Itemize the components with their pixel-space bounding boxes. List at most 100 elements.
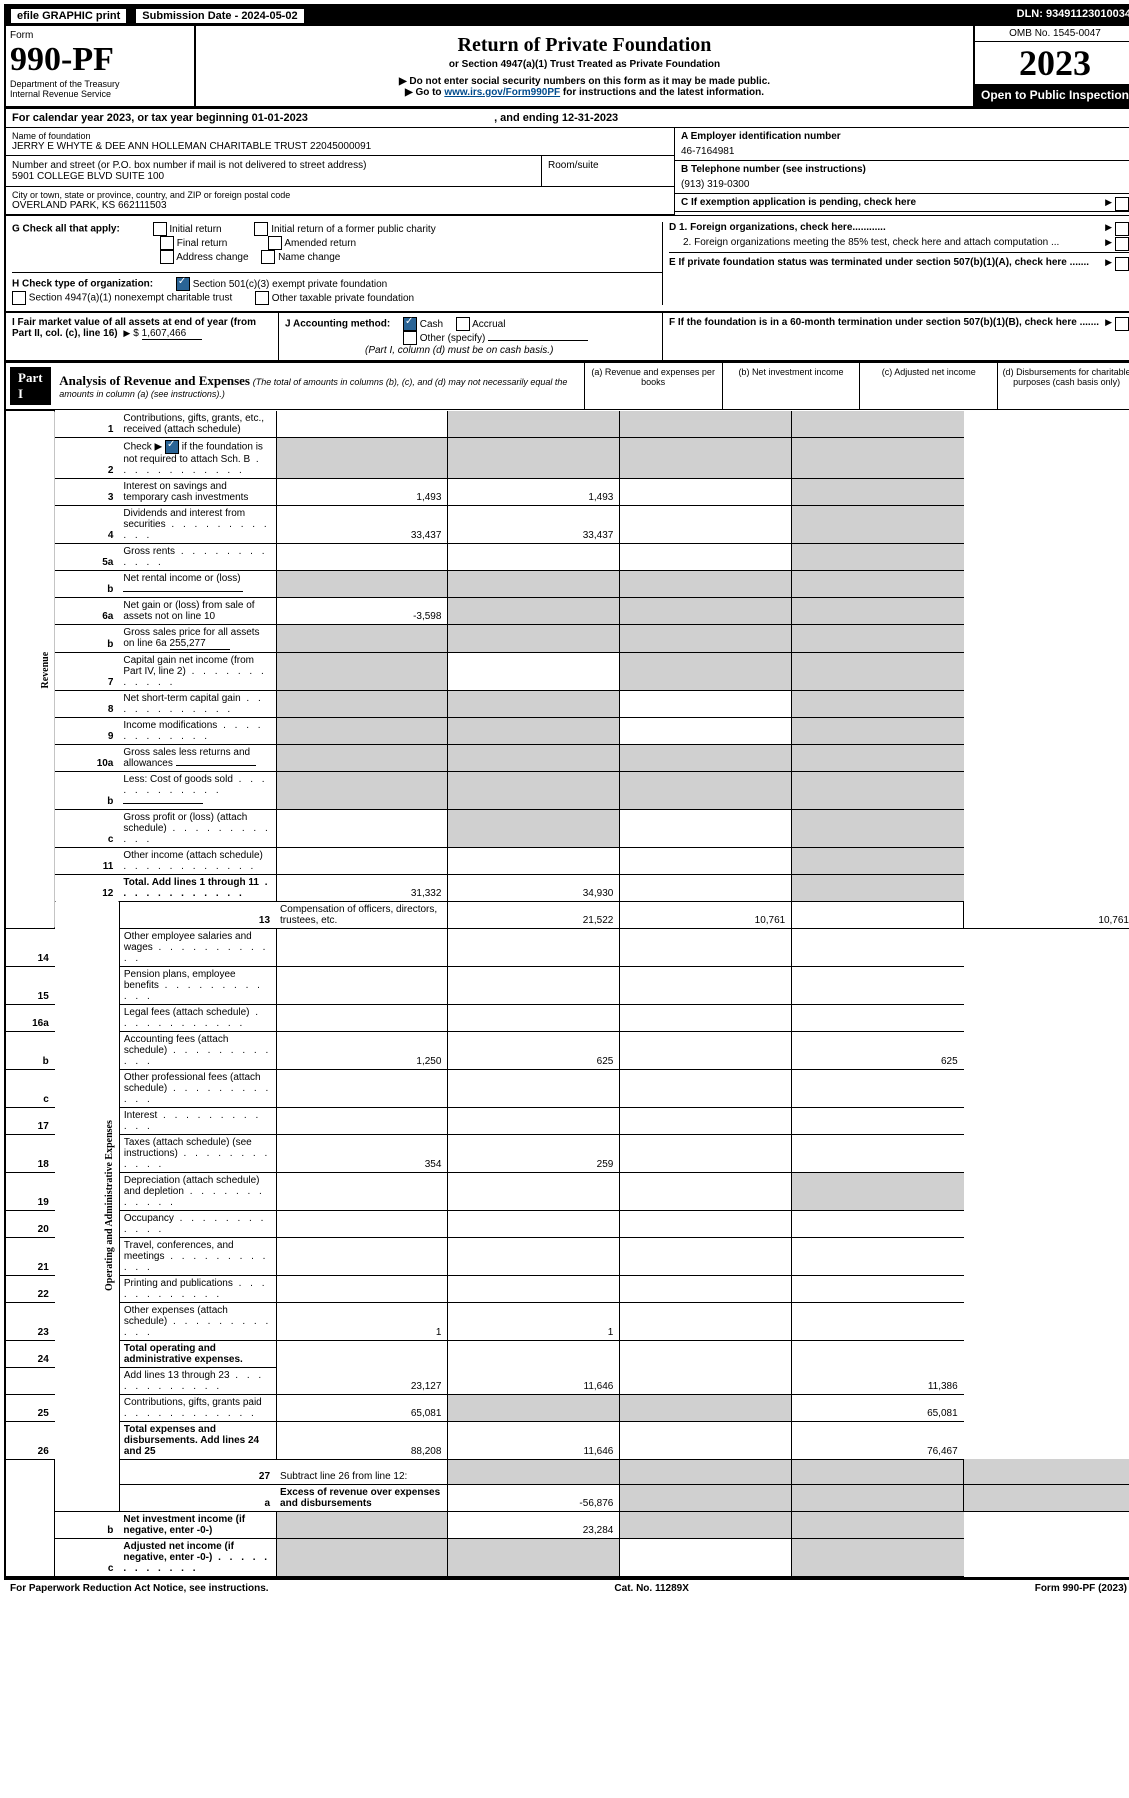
table-row: 21Travel, conferences, and meetings [6,1237,1129,1275]
table-row: 14Other employee salaries and wages [6,928,1129,966]
revenue-side-label: Revenue [6,411,55,929]
h-label: H Check type of organization: [12,279,153,290]
h-opt-1: Section 501(c)(3) exempt private foundat… [193,279,388,290]
phone-cell: B Telephone number (see instructions) (9… [675,161,1129,194]
note-1: ▶ Do not enter social security numbers o… [200,76,969,87]
line-1-label: Contributions, gifts, grants, etc., rece… [119,411,276,438]
schb-checkbox[interactable] [165,440,179,454]
footer-left: For Paperwork Reduction Act Notice, see … [10,1583,269,1594]
form-subtitle: or Section 4947(a)(1) Trust Treated as P… [200,59,969,70]
part1-title-cell: Part I Analysis of Revenue and Expenses … [6,363,584,409]
c-label: C If exemption application is pending, c… [681,197,916,208]
table-row: 8Net short-term capital gain [6,690,1129,717]
j-note: (Part I, column (d) must be on cash basi… [365,345,553,356]
g-initial-former-checkbox[interactable] [254,222,268,236]
d-e-right: D 1. Foreign organizations, check here..… [662,222,1129,305]
g-opt-5: Name change [278,252,340,263]
expenses-side-label: Operating and Administrative Expenses [55,901,120,1511]
part1-table: Revenue 1Contributions, gifts, grants, e… [6,410,1129,1577]
h-other-checkbox[interactable] [255,291,269,305]
table-row: Add lines 13 through 2323,12711,64611,38… [6,1367,1129,1394]
note-2: ▶ Go to www.irs.gov/Form990PF for instru… [200,87,969,98]
arrow-icon [1102,237,1115,248]
l12-b: 34,930 [448,874,620,901]
dln: DLN: 93491123010034 [1017,8,1129,24]
table-row: 24Total operating and administrative exp… [6,1340,1129,1367]
d1-checkbox[interactable] [1115,222,1129,236]
table-row: 11Other income (attach schedule) [6,847,1129,874]
g-h-left: G Check all that apply: Initial return I… [12,222,662,305]
j-accrual-checkbox[interactable] [456,317,470,331]
form-link[interactable]: www.irs.gov/Form990PF [444,87,560,98]
irs: Internal Revenue Service [10,89,190,99]
j-cash-checkbox[interactable] [403,317,417,331]
i-label: I Fair market value of all assets at end… [12,317,256,339]
h-opt-2: Section 4947(a)(1) nonexempt charitable … [29,293,232,304]
g-initial-checkbox[interactable] [153,222,167,236]
line-10b-label: Less: Cost of goods sold [123,774,233,785]
l18-b: 259 [448,1134,620,1172]
h-501c3-checkbox[interactable] [176,277,190,291]
c-checkbox[interactable] [1115,197,1129,211]
note2-pre: ▶ Go to [405,87,444,98]
submission-date: Submission Date - 2024-05-02 [135,8,304,24]
g-amended-checkbox[interactable] [268,236,282,250]
h-4947-checkbox[interactable] [12,291,26,305]
d2-checkbox[interactable] [1115,237,1129,251]
table-row: 26Total expenses and disbursements. Add … [6,1421,1129,1459]
e-label: E If private foundation status was termi… [669,257,1089,268]
e-checkbox[interactable] [1115,257,1129,271]
line-12-label: Total. Add lines 1 through 11 [123,877,259,888]
header-left: Form 990-PF Department of the Treasury I… [6,26,196,106]
g-final-checkbox[interactable] [160,236,174,250]
j-other-checkbox[interactable] [403,331,417,345]
name-label: Name of foundation [12,131,668,141]
line-9-label: Income modifications [123,720,217,731]
table-row: Operating and Administrative Expenses 13… [6,901,1129,928]
table-row: 25Contributions, gifts, grants paid65,08… [6,1394,1129,1421]
form-word: Form [10,30,190,41]
form-title: Return of Private Foundation [200,34,969,57]
j-label: J Accounting method: [285,319,390,330]
l16b-d: 625 [792,1031,964,1069]
g-opt-2: Final return [177,238,228,249]
l26-d: 76,467 [792,1421,964,1459]
g-address-checkbox[interactable] [160,250,174,264]
l16b-b: 625 [448,1031,620,1069]
table-row: 4Dividends and interest from securities3… [6,505,1129,543]
line-27-label: Subtract line 26 from line 12: [276,1459,448,1484]
ein-cell: A Employer identification number 46-7164… [675,128,1129,161]
line-24b-label: Add lines 13 through 23 [124,1370,230,1381]
arrow-icon [120,328,133,339]
f-checkbox[interactable] [1115,317,1129,331]
arrow-icon [1102,197,1115,208]
cy-end: 12-31-2023 [562,112,618,124]
j-other: Other (specify) [420,333,486,344]
l25-d: 65,081 [792,1394,964,1421]
identity-right: A Employer identification number 46-7164… [674,128,1129,215]
table-row: 2Check ▶ if the foundation is not requir… [6,437,1129,478]
l26-a: 88,208 [276,1421,448,1459]
street-cell: Number and street (or P.O. box number if… [6,156,542,186]
phone-label: B Telephone number (see instructions) [681,164,1129,175]
room-cell: Room/suite [542,156,674,186]
identity-grid: Name of foundation JERRY E WHYTE & DEE A… [6,128,1129,215]
g-name-checkbox[interactable] [261,250,275,264]
section-g-h: G Check all that apply: Initial return I… [6,215,1129,312]
l6b-val: 255,277 [170,638,230,650]
cy-begin: 01-01-2023 [252,112,308,124]
part1-header: Part I Analysis of Revenue and Expenses … [6,361,1129,410]
foundation-name-cell: Name of foundation JERRY E WHYTE & DEE A… [6,128,674,156]
line-27b-label: Net investment income (if negative, ente… [119,1511,276,1538]
identity-left: Name of foundation JERRY E WHYTE & DEE A… [6,128,674,215]
l18-a: 354 [276,1134,448,1172]
header-mid: Return of Private Foundation or Section … [196,26,973,106]
j-accrual: Accrual [472,319,505,330]
note2-post: for instructions and the latest informat… [560,87,764,98]
col-d-header: (d) Disbursements for charitable purpose… [997,363,1129,409]
l25-a: 65,081 [276,1394,448,1421]
g-label: G Check all that apply: [12,224,120,235]
table-row: 7Capital gain net income (from Part IV, … [6,652,1129,690]
i-value: 1,607,466 [142,328,202,340]
l27a-a: -56,876 [448,1484,620,1511]
